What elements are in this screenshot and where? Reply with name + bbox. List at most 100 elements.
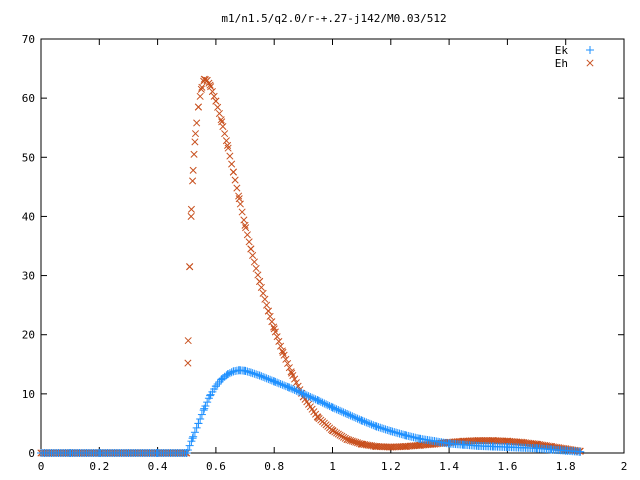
y-axis: 0 10 20 30 40 50 60 70	[22, 33, 624, 460]
eh-point	[191, 138, 199, 146]
x-tick-label: 0.4	[148, 460, 168, 473]
eh-point	[257, 283, 265, 291]
ek-point	[350, 413, 359, 422]
ek-point	[346, 411, 355, 420]
ek-point	[95, 449, 104, 457]
eh-point	[221, 130, 229, 138]
y-tick-label: 50	[22, 151, 35, 164]
eh-point	[189, 177, 197, 185]
ek-point	[280, 381, 289, 390]
ek-point	[365, 419, 374, 428]
ek-point	[250, 369, 259, 378]
ek-point	[246, 368, 255, 377]
eh-point	[279, 348, 287, 357]
ek-point	[274, 379, 283, 388]
eh-point	[385, 443, 393, 451]
ek-point	[264, 375, 273, 384]
ek-point	[262, 374, 271, 383]
ek-point	[266, 375, 275, 384]
eh-point	[358, 440, 366, 448]
eh-point	[401, 442, 409, 451]
ek-point	[222, 371, 231, 380]
eh-point	[193, 119, 201, 127]
ek-point	[260, 373, 269, 382]
x-tick-label: 1.4	[439, 460, 459, 473]
eh-point	[250, 258, 258, 266]
ek-point	[344, 410, 353, 419]
ek-point	[372, 422, 381, 431]
ek-point	[248, 369, 257, 378]
eh-point	[198, 83, 206, 91]
eh-point	[226, 152, 234, 160]
ek-point	[66, 449, 75, 457]
ek-point	[259, 372, 268, 381]
y-tick-label: 20	[22, 329, 35, 342]
ek-point	[503, 443, 512, 452]
ek-point	[255, 371, 264, 380]
eh-point	[187, 212, 195, 220]
eh-point	[196, 92, 204, 100]
eh-point	[212, 97, 220, 105]
y-tick-label: 60	[22, 92, 35, 105]
ek-point	[488, 442, 497, 451]
ek-point	[336, 406, 345, 415]
eh-point	[238, 208, 246, 216]
ek-point	[415, 434, 424, 443]
eh-point	[247, 245, 255, 253]
ek-point	[332, 405, 341, 414]
eh-point	[287, 368, 295, 376]
eh-point	[224, 141, 232, 150]
ek-point	[385, 426, 394, 435]
eh-point	[268, 318, 276, 326]
ek-point	[197, 410, 206, 419]
eh-point	[249, 251, 257, 260]
y-tick-label: 70	[22, 33, 35, 46]
ek-point	[306, 392, 315, 401]
series-layer	[37, 75, 585, 457]
eh-point	[241, 221, 249, 229]
ek-point	[343, 409, 352, 418]
legend-marker-ek	[586, 46, 594, 54]
eh-point	[218, 118, 226, 126]
ek-point	[37, 449, 45, 457]
ek-point	[376, 423, 385, 432]
x-tick-label: 0	[38, 460, 45, 473]
x-tick-label: 0.2	[89, 460, 109, 473]
y-tick-label: 40	[22, 210, 35, 223]
x-tick-label: 0.8	[264, 460, 284, 473]
ek-point	[328, 403, 337, 412]
eh-point	[273, 333, 281, 341]
ek-point	[430, 437, 439, 446]
ek-point	[532, 444, 541, 453]
eh-point	[259, 289, 267, 297]
plot-frame	[40, 38, 625, 454]
ek-point	[270, 377, 279, 386]
eh-point	[190, 150, 198, 158]
ek-point	[378, 424, 387, 433]
ek-point	[227, 368, 236, 377]
ek-point	[362, 418, 371, 427]
eh-point	[222, 137, 230, 145]
eh-point	[343, 435, 351, 443]
ek-point	[302, 391, 311, 400]
eh-point	[187, 205, 195, 213]
eh-point	[289, 371, 297, 380]
ek-point	[213, 380, 222, 389]
x-tick-label: 2	[621, 460, 628, 473]
ek-point	[337, 407, 346, 416]
eh-point	[191, 130, 200, 138]
eh-point	[224, 144, 232, 152]
eh-point	[256, 277, 264, 286]
eh-point	[235, 195, 243, 203]
ek-point	[379, 424, 388, 433]
eh-point	[254, 271, 262, 279]
ek-point	[124, 449, 133, 457]
ek-point	[459, 440, 468, 449]
ek-point	[276, 380, 285, 389]
y-tick-label: 30	[22, 270, 35, 283]
ek-point	[357, 416, 366, 425]
ek-point	[351, 413, 360, 422]
series-ek	[37, 366, 585, 457]
ek-point	[217, 375, 226, 384]
